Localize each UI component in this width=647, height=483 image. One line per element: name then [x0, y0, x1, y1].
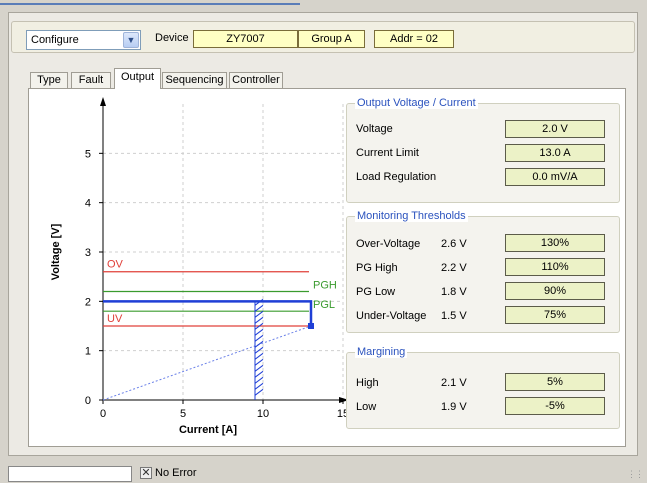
y-tick-label: 3: [85, 247, 91, 259]
threshold-label-pgl: PGL: [313, 299, 335, 311]
voltage-label: Voltage: [356, 123, 393, 135]
y-tick-label: 2: [85, 296, 91, 308]
address-box: Addr = 02: [374, 30, 454, 48]
over-voltage-volts: 2.6 V: [441, 238, 467, 250]
foldback-hatch: [254, 358, 264, 366]
foldback-hatch: [254, 388, 264, 396]
current-limit-field[interactable]: 13.0 A: [505, 144, 605, 162]
load-regulation-label: Load Regulation: [356, 171, 437, 183]
chevron-down-icon[interactable]: ▼: [123, 32, 139, 48]
current-limit-label: Current Limit: [356, 147, 419, 159]
foldback-hatch: [254, 370, 264, 378]
margin-high-label: High: [356, 377, 379, 389]
output-tab-panel: 0 5 10 15 0 1 2 3 4 5 Current [A] Voltage [V] OV PGH P…: [28, 88, 626, 447]
foldback-hatch: [254, 382, 264, 390]
under-voltage-volts: 1.5 V: [441, 310, 467, 322]
foldback-hatch: [254, 340, 264, 348]
y-tick-label: 1: [85, 346, 91, 358]
y-tick-label: 5: [85, 148, 91, 160]
margin-low-volts: 1.9 V: [441, 401, 467, 413]
resize-grip-icon[interactable]: ⋮⋮: [627, 469, 644, 479]
foldback-hatch: [254, 346, 264, 354]
tab-fault[interactable]: Fault: [71, 72, 111, 89]
monitoring-thresholds-group: Monitoring Thresholds Over-Voltage 2.6 V…: [346, 210, 620, 333]
load-regulation-field[interactable]: 0.0 mV/A: [505, 168, 605, 186]
tab-type[interactable]: Type: [30, 72, 68, 89]
x-axis-arrow: [339, 397, 349, 403]
device-toolbar: Configure ▼ Device ZY7007 Group A Addr =…: [11, 21, 635, 53]
y-tick-label: 0: [85, 395, 91, 407]
over-voltage-label: Over-Voltage: [356, 238, 421, 250]
foldback-hatch: [254, 364, 264, 372]
pg-low-label: PG Low: [356, 286, 396, 298]
foldback-hatch: [254, 376, 264, 384]
monitoring-group-title: Monitoring Thresholds: [355, 210, 468, 222]
foldback-hatch: [254, 316, 264, 324]
status-input[interactable]: [8, 466, 132, 482]
threshold-label-uv: UV: [107, 313, 123, 325]
device-name-box: ZY7007: [193, 30, 298, 48]
load-line: [102, 325, 312, 401]
foldback-hatch: [254, 328, 264, 336]
threshold-label-ov: OV: [107, 259, 124, 271]
pg-low-volts: 1.8 V: [441, 286, 467, 298]
foldback-hatch: [254, 334, 264, 342]
margining-group: Margining High 2.1 V 5% Low 1.9 V -5%: [346, 346, 620, 429]
foldback-hatch: [254, 304, 264, 312]
foldback-hatch: [254, 322, 264, 330]
pg-high-label: PG High: [356, 262, 398, 274]
over-voltage-field[interactable]: 130%: [505, 234, 605, 252]
foldback-hatch: [254, 352, 264, 360]
y-tick-label: 4: [85, 198, 91, 210]
threshold-label-pgh: PGH: [313, 279, 337, 291]
device-label: Device: [155, 32, 189, 44]
tab-controller[interactable]: Controller: [229, 72, 283, 89]
output-group-title: Output Voltage / Current: [355, 97, 478, 109]
margin-low-field[interactable]: -5%: [505, 397, 605, 415]
y-axis-label: Voltage [V]: [50, 223, 62, 280]
tab-output[interactable]: Output: [114, 68, 161, 89]
voltage-field[interactable]: 2.0 V: [505, 120, 605, 138]
pg-high-field[interactable]: 110%: [505, 258, 605, 276]
output-voltage-group: Output Voltage / Current Voltage 2.0 V C…: [346, 97, 620, 203]
x-tick-label: 10: [257, 408, 269, 420]
margin-low-label: Low: [356, 401, 377, 413]
mode-select-value: Configure: [31, 34, 79, 46]
group-box: Group A: [298, 30, 365, 48]
status-bar: ✕ No Error ⋮⋮: [0, 460, 647, 483]
pg-low-field[interactable]: 90%: [505, 282, 605, 300]
tab-sequencing[interactable]: Sequencing: [162, 72, 227, 89]
x-tick-label: 5: [180, 408, 186, 420]
x-tick-label: 0: [100, 408, 106, 420]
output-voltage-line: [103, 300, 313, 326]
status-text: No Error: [155, 467, 197, 479]
pg-high-volts: 2.2 V: [441, 262, 467, 274]
margin-high-field[interactable]: 5%: [505, 373, 605, 391]
error-x-icon: ✕: [140, 467, 152, 479]
window-top-edge: [0, 0, 300, 5]
foldback-hatch: [254, 310, 264, 318]
under-voltage-field[interactable]: 75%: [505, 306, 605, 324]
mode-select[interactable]: Configure ▼: [26, 30, 141, 50]
current-limit-point: [308, 323, 314, 329]
under-voltage-label: Under-Voltage: [356, 310, 427, 322]
margining-group-title: Margining: [355, 346, 408, 358]
x-axis-label: Current [A]: [179, 424, 237, 436]
margin-high-volts: 2.1 V: [441, 377, 467, 389]
y-axis-arrow: [100, 97, 106, 106]
